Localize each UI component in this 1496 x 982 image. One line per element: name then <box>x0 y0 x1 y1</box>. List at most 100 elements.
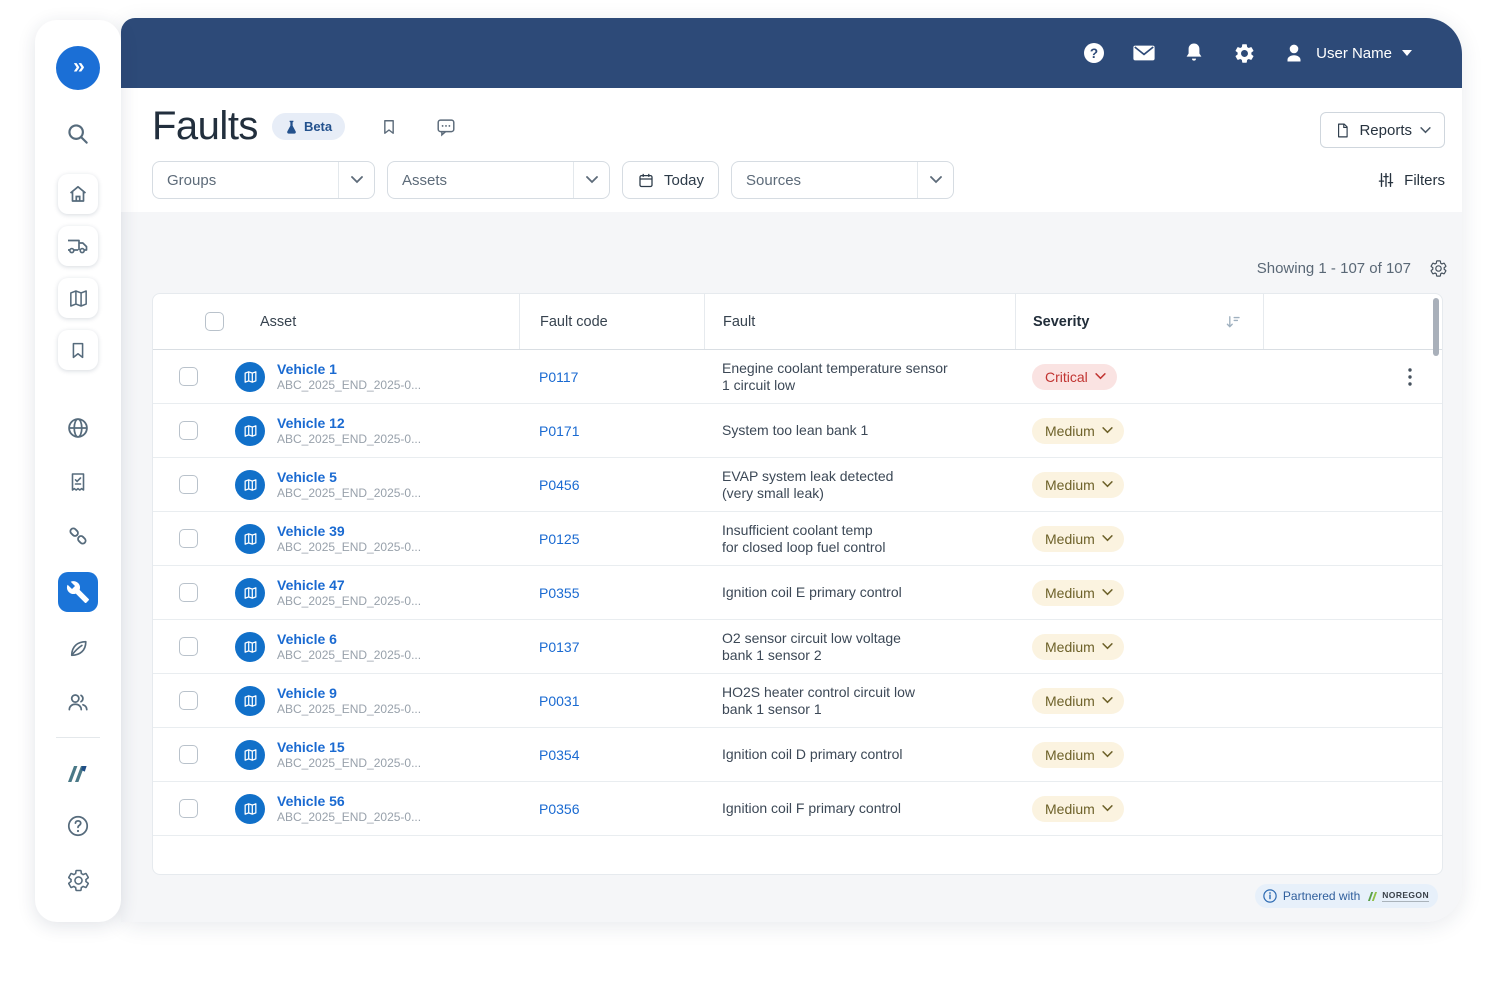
sidebar-item-link[interactable] <box>58 516 98 556</box>
table-settings-icon[interactable] <box>1429 259 1448 278</box>
chevron-down-icon <box>1402 50 1412 56</box>
help-icon[interactable]: ? <box>1082 41 1106 65</box>
bell-icon[interactable] <box>1182 41 1206 65</box>
sidebar-item-maintenance[interactable] <box>58 572 98 612</box>
sort-descending-icon[interactable] <box>1225 314 1241 330</box>
sidebar-settings-icon[interactable] <box>58 860 98 900</box>
column-header-actions <box>1263 294 1442 349</box>
table-scrollbar[interactable] <box>1433 298 1439 356</box>
sidebar-item-bookmark[interactable] <box>58 330 98 370</box>
asset-name[interactable]: Vehicle 1 <box>277 360 337 377</box>
table-body: Vehicle 1 ABC_2025_END_2025-0... P0117 E… <box>153 350 1442 836</box>
fault-code-link[interactable]: P0125 <box>539 530 580 547</box>
double-chevron-right-icon: » <box>73 54 85 78</box>
asset-name[interactable]: Vehicle 12 <box>277 414 345 431</box>
fault-code-link[interactable]: P0355 <box>539 584 580 601</box>
asset-name[interactable]: Vehicle 15 <box>277 738 345 755</box>
row-checkbox[interactable] <box>179 583 198 602</box>
bookmark-icon[interactable] <box>379 116 401 138</box>
row-checkbox[interactable] <box>179 475 198 494</box>
severity-label: Medium <box>1045 692 1095 709</box>
severity-badge[interactable]: Medium <box>1032 795 1124 822</box>
fault-code-link[interactable]: P0356 <box>539 800 580 817</box>
row-checkbox[interactable] <box>179 691 198 710</box>
severity-badge[interactable]: Medium <box>1032 633 1124 660</box>
asset-name[interactable]: Vehicle 39 <box>277 522 345 539</box>
severity-badge[interactable]: Medium <box>1032 471 1124 498</box>
row-checkbox[interactable] <box>179 637 198 656</box>
groups-label: Groups <box>167 171 217 189</box>
severity-badge[interactable]: Medium <box>1032 579 1124 606</box>
sidebar-item-map[interactable] <box>58 278 98 318</box>
sidebar-item-users[interactable] <box>58 682 98 722</box>
asset-avatar <box>235 523 265 554</box>
sidebar-item-home[interactable] <box>58 174 98 214</box>
severity-badge[interactable]: Medium <box>1032 417 1124 444</box>
severity-badge[interactable]: Critical <box>1032 363 1117 390</box>
severity-badge[interactable]: Medium <box>1032 525 1124 552</box>
row-checkbox[interactable] <box>179 799 198 818</box>
asset-name[interactable]: Vehicle 5 <box>277 468 337 485</box>
date-filter-button[interactable]: Today <box>622 161 720 199</box>
fault-code-link[interactable]: P0456 <box>539 476 580 493</box>
fault-code-link[interactable]: P0137 <box>539 638 580 655</box>
fault-description: HO2S heater control circuit low bank 1 s… <box>722 683 915 717</box>
map-icon <box>69 289 87 307</box>
column-header-asset[interactable]: Asset <box>260 313 297 330</box>
fault-code-link[interactable]: P0171 <box>539 422 580 439</box>
feedback-icon[interactable] <box>435 116 457 138</box>
fault-code-link[interactable]: P0354 <box>539 746 580 763</box>
column-header-severity[interactable]: Severity <box>1015 294 1263 349</box>
row-checkbox[interactable] <box>179 367 198 386</box>
asset-name[interactable]: Vehicle 6 <box>277 630 337 647</box>
table-row: Vehicle 6 ABC_2025_END_2025-0... P0137 O… <box>153 620 1442 674</box>
sidebar-item-fleet[interactable] <box>58 226 98 266</box>
user-menu[interactable]: User Name <box>1282 41 1412 65</box>
filters-button[interactable]: Filters <box>1377 171 1445 189</box>
severity-label: Medium <box>1045 746 1095 763</box>
table-row: Vehicle 39 ABC_2025_END_2025-0... P0125 … <box>153 512 1442 566</box>
sidebar-item-inspections[interactable] <box>58 462 98 502</box>
svg-text:?: ? <box>1090 46 1098 61</box>
app-window: ? User Name Faults <box>121 18 1462 922</box>
row-checkbox[interactable] <box>179 529 198 548</box>
asset-name[interactable]: Vehicle 56 <box>277 792 345 809</box>
column-header-fault-code[interactable]: Fault code <box>519 294 704 349</box>
search-icon[interactable] <box>58 114 98 154</box>
asset-group: ABC_2025_END_2025-0... <box>277 647 422 662</box>
mail-icon[interactable] <box>1132 41 1156 65</box>
gear-icon[interactable] <box>1232 41 1256 65</box>
map-icon <box>244 424 256 437</box>
severity-badge[interactable]: Medium <box>1032 741 1124 768</box>
column-header-fault[interactable]: Fault <box>704 294 1015 349</box>
assets-label: Assets <box>402 171 448 189</box>
chevron-down-icon <box>1102 697 1113 704</box>
results-summary-row: Showing 1 - 107 of 107 <box>1257 259 1448 278</box>
asset-name[interactable]: Vehicle 47 <box>277 576 345 593</box>
sidebar-help-icon[interactable] <box>58 806 98 846</box>
reports-button[interactable]: Reports <box>1320 112 1445 148</box>
sources-label: Sources <box>746 171 802 189</box>
sources-select[interactable]: Sources <box>731 161 955 199</box>
asset-group: ABC_2025_END_2025-0... <box>277 377 422 392</box>
fault-code-link[interactable]: P0031 <box>539 692 580 709</box>
select-all-checkbox[interactable] <box>205 312 224 331</box>
fault-description: Ignition coil D primary control <box>722 746 903 762</box>
partner-badge: Partnered with NOREGON <box>1254 884 1438 908</box>
expand-sidebar-button[interactable]: » <box>56 46 100 90</box>
severity-badge[interactable]: Medium <box>1032 687 1124 714</box>
asset-name[interactable]: Vehicle 9 <box>277 684 337 701</box>
row-checkbox[interactable] <box>179 421 198 440</box>
row-menu-button[interactable] <box>1400 364 1420 390</box>
assets-select[interactable]: Assets <box>387 161 610 199</box>
sidebar-item-globe[interactable] <box>58 408 98 448</box>
sidebar-item-sustainability[interactable] <box>58 628 98 668</box>
asset-group: ABC_2025_END_2025-0... <box>277 701 422 716</box>
fault-code-link[interactable]: P0117 <box>539 368 579 385</box>
table-row: Vehicle 56 ABC_2025_END_2025-0... P0356 … <box>153 782 1442 836</box>
groups-select[interactable]: Groups <box>152 161 375 199</box>
row-checkbox[interactable] <box>179 745 198 764</box>
user-avatar-icon <box>1282 41 1306 65</box>
asset-avatar <box>235 469 265 500</box>
